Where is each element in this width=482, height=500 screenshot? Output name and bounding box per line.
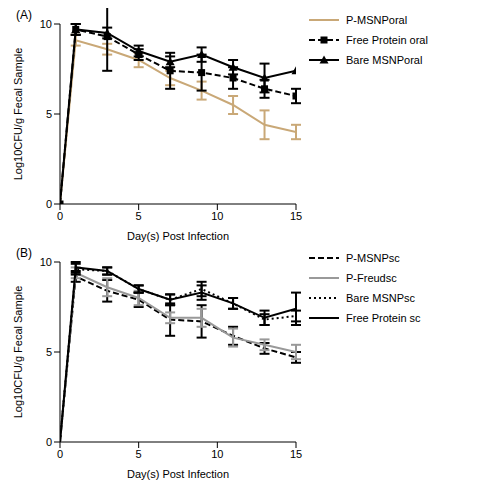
svg-text:5: 5 — [46, 108, 52, 120]
svg-text:10: 10 — [211, 448, 223, 460]
svg-text:0: 0 — [57, 448, 63, 460]
html-text:Bare MSNPoral: Bare MSNPoral — [346, 54, 423, 66]
html-text:Free Protein sc: Free Protein sc — [346, 312, 421, 324]
svg-text:0: 0 — [46, 436, 52, 448]
svg-text:Log10CFU/g Fecal Sample: Log10CFU/g Fecal Sample — [12, 286, 24, 419]
html-text:(A): (A) — [16, 8, 32, 22]
html-text:P-Freudsc: P-Freudsc — [346, 272, 397, 284]
svg-text:15: 15 — [290, 448, 302, 460]
svg-text:Day(s) Post Infection: Day(s) Post Infection — [127, 230, 229, 242]
html-text:P-MSNPsc: P-MSNPsc — [346, 252, 400, 264]
svg-text:0: 0 — [46, 198, 52, 210]
html-text:Bare MSNPsc: Bare MSNPsc — [346, 292, 416, 304]
svg-text:Log10CFU/g Fecal Sample: Log10CFU/g Fecal Sample — [12, 48, 24, 181]
svg-text:15: 15 — [290, 210, 302, 222]
svg-text:10: 10 — [211, 210, 223, 222]
svg-text:10: 10 — [40, 256, 52, 268]
svg-text:5: 5 — [136, 448, 142, 460]
svg-text:10: 10 — [40, 18, 52, 30]
svg-text:5: 5 — [46, 346, 52, 358]
html-text:(B): (B) — [16, 246, 32, 260]
svg-text:Day(s) Post Infection: Day(s) Post Infection — [127, 468, 229, 480]
svg-text:5: 5 — [136, 210, 142, 222]
html-text:Free Protein oral: Free Protein oral — [346, 34, 428, 46]
svg-text:0: 0 — [57, 210, 63, 222]
html-text:P-MSNPoral: P-MSNPoral — [346, 14, 408, 26]
